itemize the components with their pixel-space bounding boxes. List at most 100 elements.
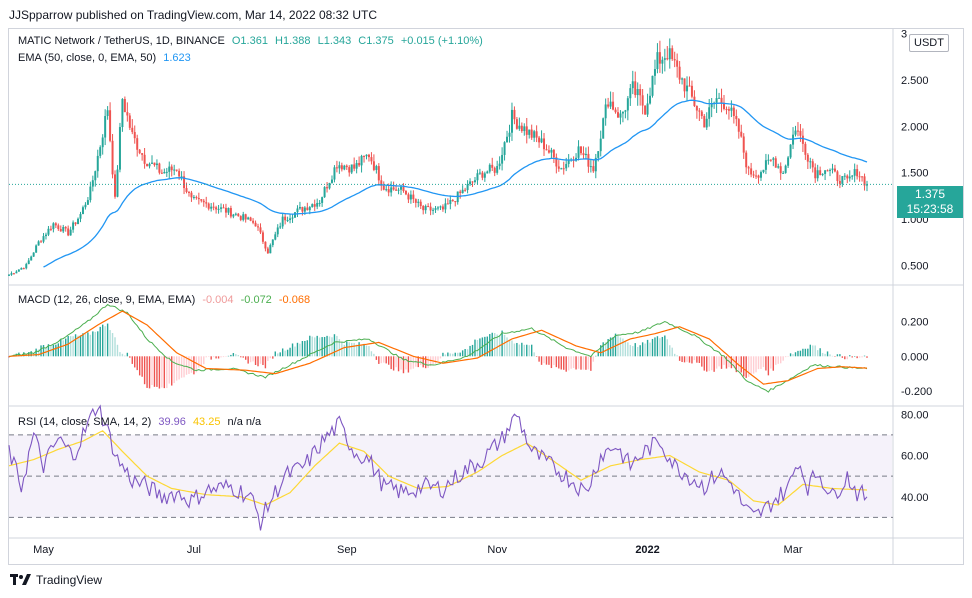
candle-body bbox=[276, 227, 279, 235]
candle-body bbox=[619, 113, 622, 118]
candle-body bbox=[281, 216, 284, 227]
macd-histogram-bar bbox=[503, 334, 506, 357]
candle-body bbox=[429, 206, 432, 211]
macd-histogram-bar bbox=[649, 342, 651, 357]
candle-body bbox=[385, 189, 388, 191]
macd-histogram-bar bbox=[819, 348, 821, 357]
candle-body bbox=[513, 109, 516, 120]
macd-histogram-bar bbox=[738, 356, 740, 372]
candle-body bbox=[540, 138, 543, 143]
candle-body bbox=[861, 176, 864, 178]
macd-histogram-bar bbox=[858, 356, 861, 358]
macd-histogram-bar bbox=[849, 355, 851, 357]
candle-body bbox=[412, 194, 415, 200]
macd-histogram-bar bbox=[20, 355, 23, 357]
candle-body bbox=[594, 157, 597, 172]
candle-body bbox=[557, 166, 560, 169]
macd-histogram-bar bbox=[526, 344, 528, 357]
candle-body bbox=[833, 168, 836, 172]
candle-body bbox=[784, 165, 787, 173]
candle-body bbox=[686, 85, 689, 92]
macd-legend: MACD (12, 26, close, 9, EMA, EMA) -0.004… bbox=[18, 294, 314, 306]
macd-histogram-bar bbox=[183, 356, 185, 378]
candle-body bbox=[333, 167, 336, 180]
macd-histogram-bar bbox=[208, 356, 210, 357]
candle-body bbox=[101, 137, 104, 148]
macd-histogram-bar bbox=[629, 345, 632, 357]
candle-body bbox=[284, 216, 287, 221]
macd-histogram-bar bbox=[587, 356, 590, 370]
candle-body bbox=[750, 168, 753, 175]
candle-body bbox=[461, 189, 464, 194]
y-tick-label: 0.000 bbox=[901, 351, 929, 363]
macd-histogram-bar bbox=[558, 356, 560, 369]
macd-histogram-bar bbox=[353, 342, 355, 357]
macd-histogram-bar bbox=[274, 351, 276, 357]
candle-body bbox=[62, 227, 65, 232]
last-price: 1.375 bbox=[914, 187, 946, 201]
macd-histogram-bar bbox=[444, 354, 447, 357]
macd-histogram-bar bbox=[178, 356, 180, 380]
candle-body bbox=[109, 110, 112, 141]
macd-histogram-bar bbox=[760, 356, 762, 370]
candle-body bbox=[858, 176, 861, 178]
macd-histogram-bar bbox=[812, 345, 814, 357]
candle-body bbox=[528, 129, 531, 135]
macd-histogram-bar bbox=[40, 345, 42, 357]
candle-body bbox=[555, 157, 558, 167]
candle-body bbox=[612, 101, 615, 110]
macd-histogram-bar bbox=[111, 333, 114, 357]
macd-histogram-bar bbox=[555, 356, 558, 368]
candle-body bbox=[493, 167, 496, 173]
candle-body bbox=[469, 181, 472, 185]
footer-brand[interactable]: TradingView bbox=[10, 573, 102, 587]
candle-body bbox=[769, 159, 772, 161]
macd-histogram-bar bbox=[429, 356, 432, 367]
macd-histogram-bar bbox=[60, 339, 62, 357]
candle-body bbox=[764, 160, 767, 170]
rsi-line bbox=[8, 404, 868, 531]
candle-body bbox=[651, 75, 654, 96]
macd-label: MACD (12, 26, close, 9, EMA, EMA) bbox=[18, 294, 196, 306]
macd-histogram-bar bbox=[814, 345, 816, 357]
chart-frame[interactable] bbox=[8, 28, 964, 565]
macd-histogram-bar bbox=[678, 356, 681, 361]
macd-histogram-bar bbox=[97, 331, 99, 357]
candle-body bbox=[725, 108, 728, 110]
candle-body bbox=[116, 169, 119, 197]
macd-histogram-bar bbox=[619, 337, 622, 357]
macd-histogram-bar bbox=[158, 356, 161, 389]
candle-body bbox=[841, 176, 844, 184]
candle-body bbox=[498, 163, 501, 167]
x-tick-label: Jul bbox=[187, 544, 201, 556]
macd-histogram-bar bbox=[161, 356, 163, 388]
macd-histogram-bar bbox=[545, 356, 548, 365]
macd-value: -0.072 bbox=[240, 294, 272, 306]
candle-body bbox=[777, 166, 780, 168]
macd-histogram-bar bbox=[146, 356, 148, 388]
currency-badge[interactable]: USDT bbox=[909, 34, 949, 52]
macd-histogram-bar bbox=[713, 356, 715, 372]
candle-body bbox=[444, 203, 447, 210]
candle-body bbox=[543, 138, 546, 150]
candle-body bbox=[165, 171, 168, 173]
macd-histogram-bar bbox=[437, 356, 439, 361]
candle-body bbox=[592, 166, 595, 172]
candle-body bbox=[518, 125, 521, 129]
candle-body bbox=[308, 207, 311, 211]
candle-body bbox=[271, 239, 274, 246]
candle-body bbox=[836, 171, 839, 181]
macd-histogram-bar bbox=[740, 356, 742, 373]
macd-histogram-bar bbox=[106, 323, 109, 357]
macd-histogram-bar bbox=[79, 335, 82, 357]
rsi-sma-line bbox=[8, 430, 868, 506]
candle-body bbox=[767, 159, 770, 161]
macd-histogram-bar bbox=[824, 353, 826, 357]
rsi-legend: RSI (14, close, SMA, 14, 2) 39.96 43.25 … bbox=[18, 416, 265, 428]
candle-body bbox=[244, 214, 247, 220]
candle-body bbox=[252, 220, 255, 223]
candle-body bbox=[853, 169, 856, 176]
macd-histogram-bar bbox=[799, 350, 802, 357]
candle-body bbox=[345, 165, 348, 168]
